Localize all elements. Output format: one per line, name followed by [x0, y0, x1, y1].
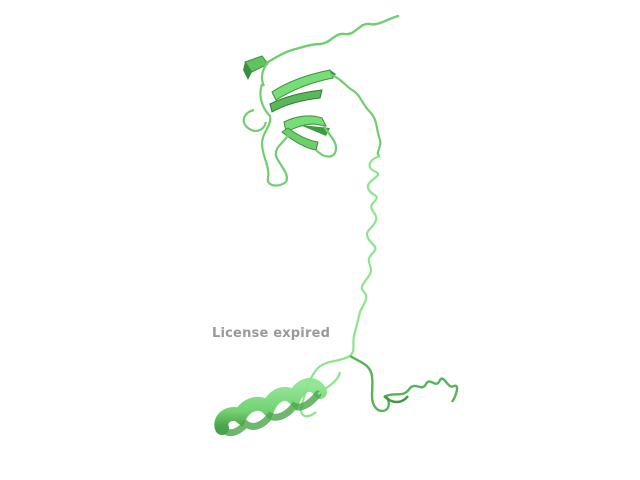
- coil-c-terminus: [349, 354, 459, 413]
- coil-n-terminus: [266, 14, 400, 64]
- alpha-helix: [214, 355, 351, 437]
- beta-sheet-domain: [242, 55, 382, 187]
- license-watermark: License expired: [212, 326, 331, 341]
- linker-coil: [349, 154, 381, 357]
